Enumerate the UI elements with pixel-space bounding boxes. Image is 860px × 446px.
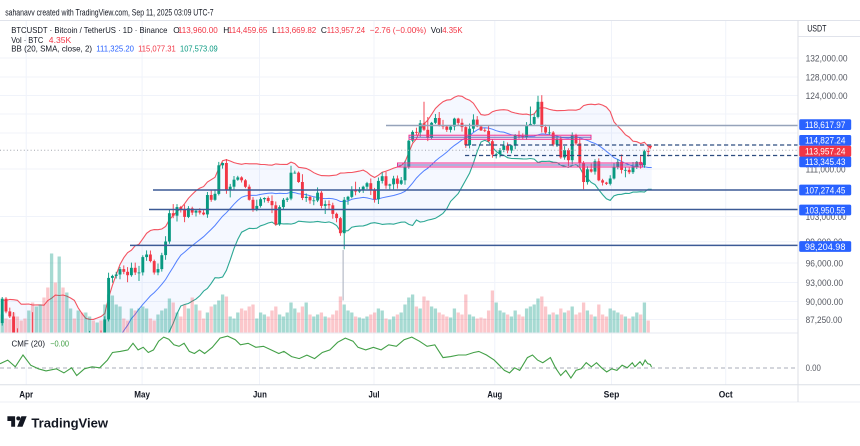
svg-text:Apr: Apr <box>19 390 33 401</box>
svg-text:BTCUSDT · Bitcoin / TetherUS ·: BTCUSDT · Bitcoin / TetherUS · 1D · Bina… <box>11 25 168 35</box>
svg-text:107,274.45: 107,274.45 <box>805 185 846 195</box>
svg-text:90,000.00: 90,000.00 <box>806 297 844 307</box>
svg-text:103,000.00: 103,000.00 <box>806 212 847 222</box>
svg-text:Oct: Oct <box>719 390 734 401</box>
svg-text:114,827.24: 114,827.24 <box>805 136 846 146</box>
svg-text:107,573.09: 107,573.09 <box>180 44 218 54</box>
svg-text:113,669.82: 113,669.82 <box>277 25 317 35</box>
svg-text:111,000.00: 111,000.00 <box>806 164 846 174</box>
svg-text:USDT: USDT <box>807 24 826 35</box>
svg-text:−2.76 (−0.00%): −2.76 (−0.00%) <box>370 25 427 35</box>
svg-text:114,459.65: 114,459.65 <box>228 25 268 35</box>
svg-text:O: O <box>173 25 180 35</box>
svg-text:87,250.00: 87,250.00 <box>806 315 843 325</box>
svg-text:115,077.31: 115,077.31 <box>138 44 176 54</box>
svg-text:124,000.00: 124,000.00 <box>806 91 848 101</box>
svg-text:93,000.00: 93,000.00 <box>806 278 844 288</box>
svg-text:−0.00: −0.00 <box>50 339 69 349</box>
svg-text:103,950.55: 103,950.55 <box>805 205 846 215</box>
svg-text:Aug: Aug <box>487 390 502 401</box>
svg-text:118,617.97: 118,617.97 <box>805 120 846 130</box>
svg-text:98,204.98: 98,204.98 <box>805 242 846 252</box>
svg-text:113,960.00: 113,960.00 <box>178 25 218 35</box>
svg-text:BB (20, SMA, close, 2): BB (20, SMA, close, 2) <box>11 44 92 54</box>
svg-text:CMF (20): CMF (20) <box>12 339 46 349</box>
svg-text:Sep: Sep <box>604 390 620 401</box>
svg-text:Vol · BTC: Vol · BTC <box>11 35 43 45</box>
svg-text:111,325.20: 111,325.20 <box>96 44 134 54</box>
svg-text:C: C <box>321 25 327 35</box>
svg-text:113,957.24: 113,957.24 <box>805 147 846 157</box>
svg-text:Jun: Jun <box>253 390 267 401</box>
svg-text:Vol: Vol <box>431 25 443 35</box>
svg-text:H: H <box>223 25 229 35</box>
svg-text:sahanavv created with TradingV: sahanavv created with TradingView.com, S… <box>5 8 213 18</box>
svg-text:128,000.00: 128,000.00 <box>806 72 848 82</box>
svg-text:Jul: Jul <box>368 390 379 401</box>
svg-text:132,000.00: 132,000.00 <box>806 53 848 63</box>
svg-text:4.35K: 4.35K <box>49 35 72 45</box>
svg-text:May: May <box>134 390 150 401</box>
svg-text:TradingView: TradingView <box>31 415 109 430</box>
svg-text:0.00: 0.00 <box>806 363 821 373</box>
svg-text:113,957.24: 113,957.24 <box>327 25 366 35</box>
svg-text:96,000.00: 96,000.00 <box>806 258 844 268</box>
svg-text:113,345.43: 113,345.43 <box>805 157 846 167</box>
svg-text:L: L <box>272 25 277 35</box>
svg-text:4.35K: 4.35K <box>442 25 463 35</box>
